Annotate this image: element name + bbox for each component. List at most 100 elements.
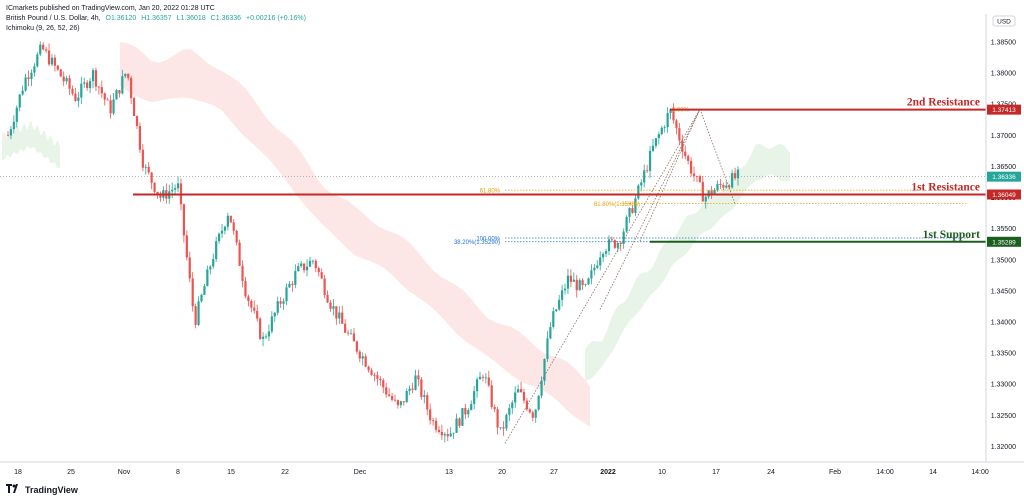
y-tick-label: 1.32500 — [991, 413, 1016, 420]
chart-legend: ICmarkets published on TradingView.com, … — [6, 4, 309, 34]
candle-body — [45, 49, 48, 51]
fib-label: 0.00% — [672, 108, 690, 114]
candle-body — [552, 311, 555, 327]
ichimoku-cloud-early — [2, 120, 60, 169]
candle-body — [678, 128, 681, 141]
candle-body — [604, 251, 608, 254]
x-tick-label: 25 — [67, 469, 75, 476]
candle-body — [487, 377, 490, 386]
candle-body — [355, 341, 358, 352]
candle-body — [267, 331, 271, 337]
y-tick-label: 1.34000 — [991, 320, 1016, 327]
candle-body — [62, 76, 65, 82]
candle-body — [646, 170, 649, 172]
symbol-name[interactable]: British Pound / U.S. Dollar, 4h, — [6, 15, 101, 22]
tradingview-logo-icon — [6, 484, 22, 495]
candle-body — [21, 90, 24, 95]
ichimoku-cloud-bearish — [120, 42, 590, 427]
last-price-tag — [987, 171, 1021, 182]
candle-body — [364, 356, 367, 367]
candle-body — [473, 391, 476, 405]
candle-body — [420, 379, 423, 397]
ichimoku-cloud-early-band — [2, 120, 60, 169]
candle-body — [124, 73, 127, 77]
candle-body — [613, 240, 616, 248]
candle-body — [572, 279, 575, 282]
candle-body — [432, 420, 435, 422]
candle-body — [176, 183, 180, 189]
candle-body — [675, 120, 678, 129]
candle-body — [733, 173, 737, 179]
candle-body — [264, 336, 268, 338]
candle-body — [300, 263, 303, 267]
publisher-line: ICmarkets published on TradingView.com, … — [6, 5, 215, 12]
candle-body — [599, 257, 602, 266]
candle-body — [622, 231, 625, 244]
candle-body — [616, 243, 619, 248]
candle-body — [106, 99, 109, 101]
symbol-line: British Pound / U.S. Dollar, 4h, O1.3612… — [6, 14, 309, 24]
candle-body — [716, 184, 719, 191]
candle-body — [138, 126, 142, 150]
candle-body — [449, 433, 452, 437]
candle-body — [560, 290, 564, 300]
candle-body — [660, 127, 663, 135]
level-price-tag — [987, 189, 1021, 200]
fib-diagonal-1 — [504, 108, 701, 444]
candle-body — [53, 57, 57, 66]
candle-body — [241, 265, 244, 282]
candle-body — [253, 307, 256, 311]
candle-body — [24, 77, 27, 91]
x-tick-label: Dec — [354, 469, 367, 476]
indicator-label[interactable]: Ichimoku (9, 26, 52, 26) — [6, 25, 80, 32]
candle-body — [358, 351, 361, 359]
candle-body — [434, 420, 438, 430]
candle-body — [303, 263, 306, 271]
candle-body — [540, 380, 543, 396]
candle-body — [209, 266, 212, 270]
candle-body — [344, 323, 347, 333]
level-price-text: 1.36049 — [992, 192, 1016, 199]
candle-body — [86, 82, 89, 89]
candle-body — [361, 356, 364, 359]
candle-body — [687, 156, 690, 161]
candle-body — [634, 198, 637, 213]
candle-body — [285, 287, 288, 302]
candle-body — [666, 112, 669, 128]
level-name: 2nd Resistance — [907, 97, 980, 109]
candle-body — [736, 169, 740, 179]
fib-label: 61.80%(1.35906) — [594, 202, 640, 208]
candle-body — [461, 408, 464, 426]
x-tick-label: 24 — [767, 469, 775, 476]
y-tick-label: 1.32000 — [991, 444, 1016, 451]
candle-body — [505, 414, 508, 429]
candle-body — [91, 70, 95, 82]
candle-body — [109, 100, 112, 114]
candle-body — [326, 294, 329, 303]
candle-body — [276, 301, 279, 313]
candle-body — [376, 375, 379, 379]
candle-body — [71, 88, 74, 94]
candle-body — [681, 140, 684, 152]
candle-body — [188, 257, 191, 279]
candle-body — [6, 135, 10, 137]
price-axis: USD1.385001.380001.375001.370001.365001.… — [985, 0, 1024, 470]
level-price-tag — [987, 236, 1021, 247]
candle-body — [279, 301, 282, 304]
candle-body — [481, 376, 485, 378]
candle-body — [197, 301, 200, 325]
candle-body — [610, 239, 614, 241]
candle-body — [502, 427, 505, 429]
candle-body — [596, 265, 599, 268]
candle-body — [94, 70, 98, 87]
candle-body — [121, 76, 124, 94]
candle-body — [648, 150, 652, 171]
candle-body — [68, 78, 71, 89]
candle-body — [156, 191, 159, 195]
fib-label: 61.80% — [480, 189, 501, 195]
candle-body — [390, 395, 394, 400]
candle-body — [42, 44, 45, 50]
x-tick-label: 17 — [712, 469, 720, 476]
fib-diagonal-2 — [599, 109, 701, 310]
